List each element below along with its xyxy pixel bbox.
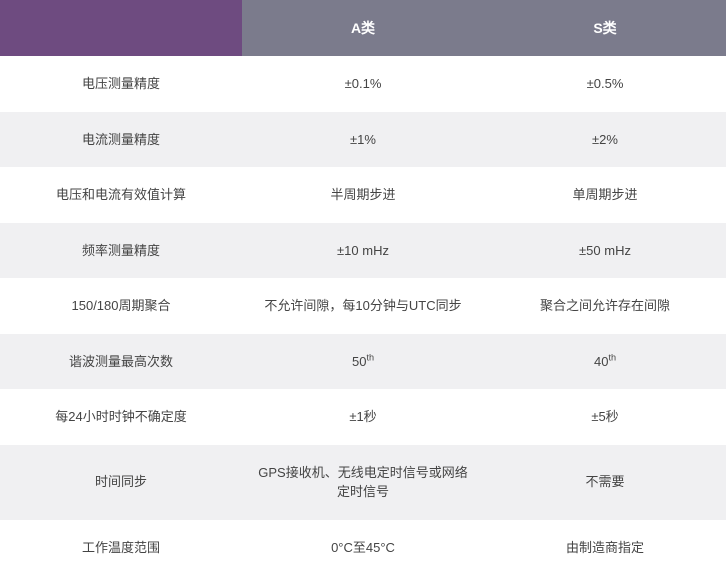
row-label: 时间同步 — [0, 445, 242, 520]
table-row: 谐波测量最高次数 50th 40th — [0, 334, 726, 390]
row-label: 频率测量精度 — [0, 223, 242, 279]
table-row: 电流测量精度 ±1% ±2% — [0, 112, 726, 168]
row-value-a: ±0.1% — [242, 56, 484, 112]
row-value-s: ±50 mHz — [484, 223, 726, 279]
header-class-s: S类 — [484, 0, 726, 56]
row-label: 每24小时时钟不确定度 — [0, 389, 242, 445]
table-row: 150/180周期聚合 不允许间隙，每10分钟与UTC同步 聚合之间允许存在间隙 — [0, 278, 726, 334]
row-label: 电压测量精度 — [0, 56, 242, 112]
table-row: 时间同步 GPS接收机、无线电定时信号或网络定时信号 不需要 — [0, 445, 726, 520]
table-row: 每24小时时钟不确定度 ±1秒 ±5秒 — [0, 389, 726, 445]
spec-table: A类 S类 电压测量精度 ±0.1% ±0.5% 电流测量精度 ±1% ±2% … — [0, 0, 726, 575]
row-value-a: GPS接收机、无线电定时信号或网络定时信号 — [242, 445, 484, 520]
row-value-s: ±0.5% — [484, 56, 726, 112]
row-value-s: 40th — [484, 334, 726, 390]
row-label: 电压和电流有效值计算 — [0, 167, 242, 223]
row-value-s: 单周期步进 — [484, 167, 726, 223]
row-value-s: ±5秒 — [484, 389, 726, 445]
table-row: 频率测量精度 ±10 mHz ±50 mHz — [0, 223, 726, 279]
table-row: 电压和电流有效值计算 半周期步进 单周期步进 — [0, 167, 726, 223]
row-label: 150/180周期聚合 — [0, 278, 242, 334]
row-value-a: ±1秒 — [242, 389, 484, 445]
header-blank — [0, 0, 242, 56]
row-label: 电流测量精度 — [0, 112, 242, 168]
row-value-s: 聚合之间允许存在间隙 — [484, 278, 726, 334]
row-value-s: ±2% — [484, 112, 726, 168]
header-class-a: A类 — [242, 0, 484, 56]
row-label: 谐波测量最高次数 — [0, 334, 242, 390]
row-value-a: 50th — [242, 334, 484, 390]
row-value-a: 半周期步进 — [242, 167, 484, 223]
table-row: 电压测量精度 ±0.1% ±0.5% — [0, 56, 726, 112]
row-value-s: 不需要 — [484, 445, 726, 520]
table-header-row: A类 S类 — [0, 0, 726, 56]
row-value-a: 不允许间隙，每10分钟与UTC同步 — [242, 278, 484, 334]
row-value-a: ±1% — [242, 112, 484, 168]
row-value-a: ±10 mHz — [242, 223, 484, 279]
